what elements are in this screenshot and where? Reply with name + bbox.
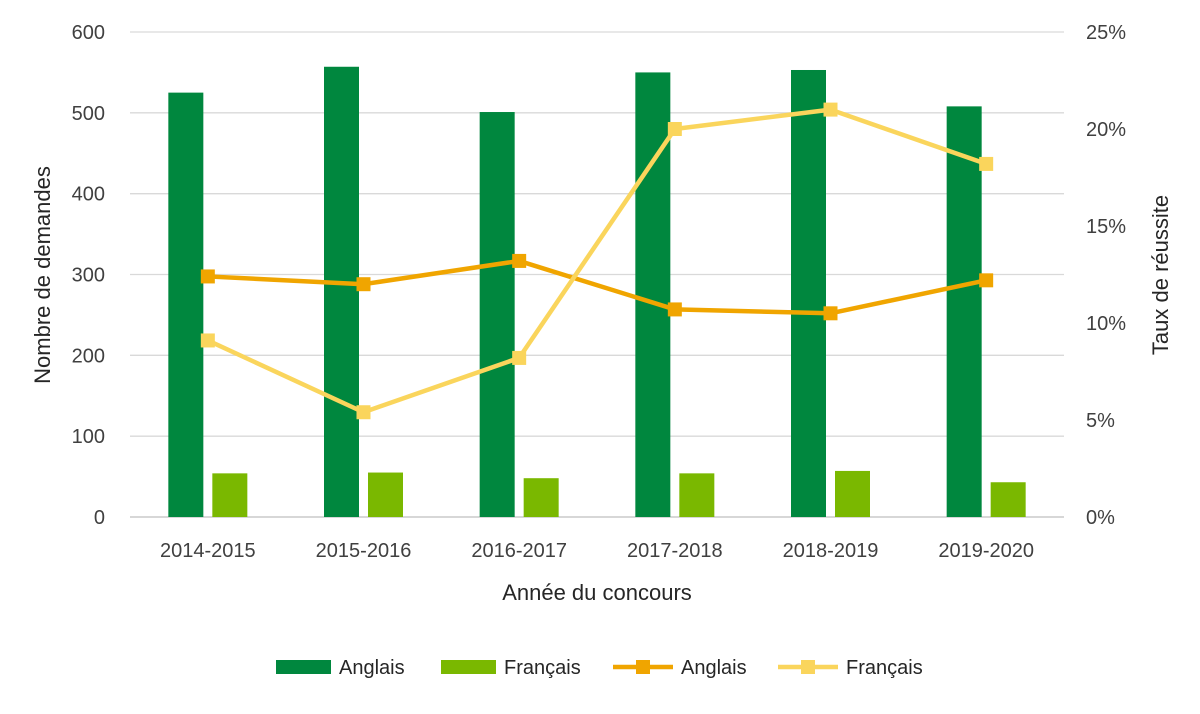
x-tick-label: 2016-2017 [471, 540, 567, 562]
point-anglais-2019-2020 [979, 273, 994, 288]
y-left-tick-label: 0 [94, 507, 105, 529]
x-axis-title: Année du concours [502, 580, 692, 605]
legend-swatch-marker [636, 660, 650, 674]
bar-anglais-2018-2019 [791, 69, 826, 517]
y-right-tick-label: 10% [1086, 313, 1126, 335]
bars [168, 66, 1026, 518]
bar-français-2019-2020 [990, 482, 1026, 517]
legend-label: Français [504, 657, 581, 679]
y-axis-left-title: Nombre de demandes [30, 166, 55, 384]
y-right-tick-label: 25% [1086, 22, 1126, 44]
legend-swatch-bar [276, 660, 331, 674]
point-anglais-2016-2017 [512, 253, 527, 268]
bar-anglais-2019-2020 [946, 106, 982, 517]
bar-anglais-2014-2015 [168, 92, 204, 517]
line-anglais [207, 258, 987, 316]
y-axis-right-title: Taux de réussite [1148, 195, 1173, 355]
gridlines [130, 31, 1064, 518]
y-left-tick-label: 200 [72, 345, 105, 367]
lines [200, 102, 994, 420]
x-tick-label: 2018-2019 [783, 540, 879, 562]
legend: Anglais Français Anglais Français [276, 657, 923, 679]
y-right-tick-label: 5% [1086, 410, 1115, 432]
x-tick-label: 2019-2020 [938, 540, 1034, 562]
legend-label: Anglais [681, 657, 747, 679]
legend-swatch-bar [441, 660, 496, 674]
y-left-tick-label: 500 [72, 103, 105, 125]
point-français-2015-2016 [356, 405, 371, 420]
bar-français-2018-2019 [835, 470, 870, 517]
bar-français-2016-2017 [523, 478, 559, 517]
y-left-tick-label: 600 [72, 22, 105, 44]
bar-français-2015-2016 [368, 472, 403, 517]
bar-français-2014-2015 [212, 473, 248, 517]
point-français-2019-2020 [979, 156, 994, 171]
line-français [206, 107, 987, 415]
point-anglais-2017-2018 [667, 302, 682, 317]
y-right-tick-label: 0% [1086, 507, 1115, 529]
y-left-tick-label: 100 [72, 426, 105, 448]
bar-français-2017-2018 [679, 473, 715, 517]
point-français-2017-2018 [667, 122, 682, 136]
y-right-tick-label: 15% [1086, 216, 1126, 238]
legend-swatch-marker [801, 660, 815, 674]
x-tick-label: 2015-2016 [316, 540, 412, 562]
point-anglais-2018-2019 [823, 306, 838, 321]
point-français-2016-2017 [512, 350, 527, 365]
y-left-tick-label: 300 [72, 265, 105, 287]
bar-anglais-2017-2018 [635, 72, 671, 518]
x-tick-label: 2014-2015 [160, 540, 256, 562]
legend-label: Anglais [339, 657, 405, 679]
point-anglais-2014-2015 [200, 269, 215, 284]
bar-anglais-2015-2016 [324, 66, 359, 517]
axes: 0 100 200 300 400 500 600 0% 5% 10% 15% 20% 25% 2014-… [72, 22, 1127, 562]
bar-anglais-2016-2017 [479, 112, 515, 518]
point-français-2014-2015 [200, 333, 215, 348]
x-tick-label: 2017-2018 [627, 540, 723, 562]
legend-label: Français [846, 657, 923, 679]
y-right-tick-label: 20% [1086, 119, 1126, 141]
point-anglais-2015-2016 [356, 277, 371, 292]
point-français-2018-2019 [823, 102, 838, 117]
y-left-tick-label: 400 [72, 184, 105, 206]
